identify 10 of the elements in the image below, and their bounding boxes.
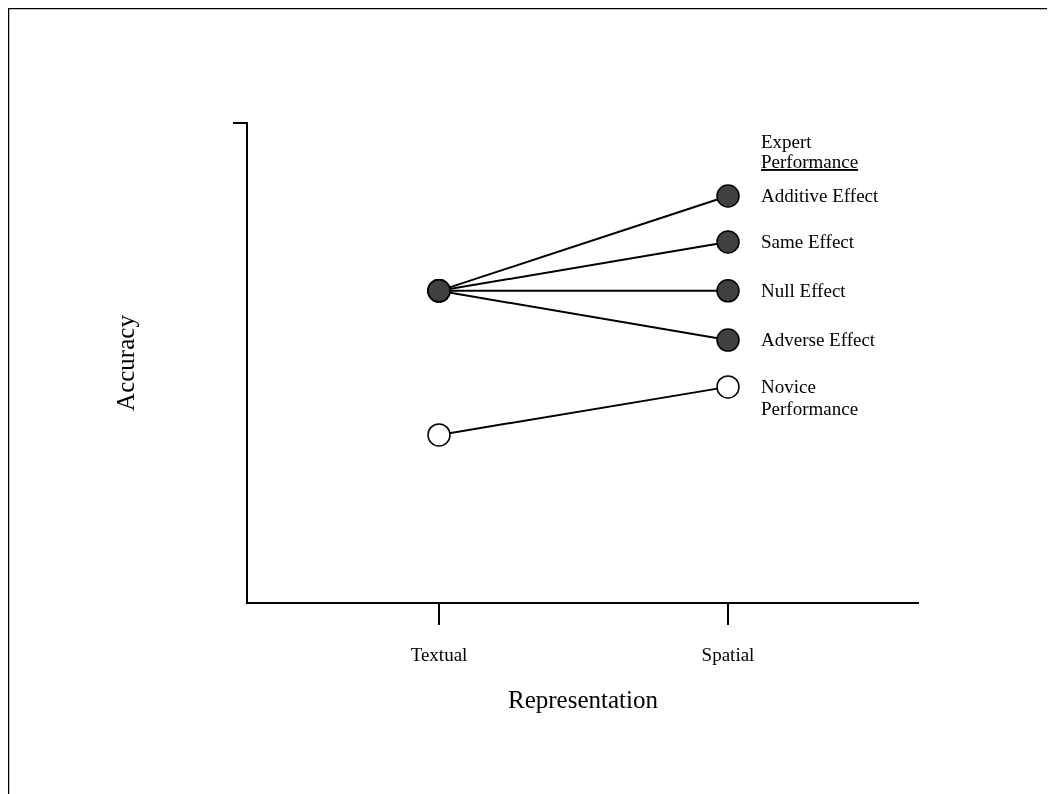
series-label: Null Effect	[761, 279, 847, 301]
x-tick-label: Spatial	[701, 644, 755, 665]
series-label: Same Effect	[761, 230, 855, 252]
x-tick-label: Textual	[410, 644, 468, 665]
series-label: Additive Effect	[761, 185, 880, 206]
x-axis-title: Representation	[508, 686, 659, 713]
y-axis-title: Accuracy	[112, 314, 139, 411]
series-label: Novice Performance	[761, 375, 859, 419]
series-label: Adverse Effect	[761, 329, 876, 351]
legend-title: Expert Performance	[761, 131, 859, 172]
